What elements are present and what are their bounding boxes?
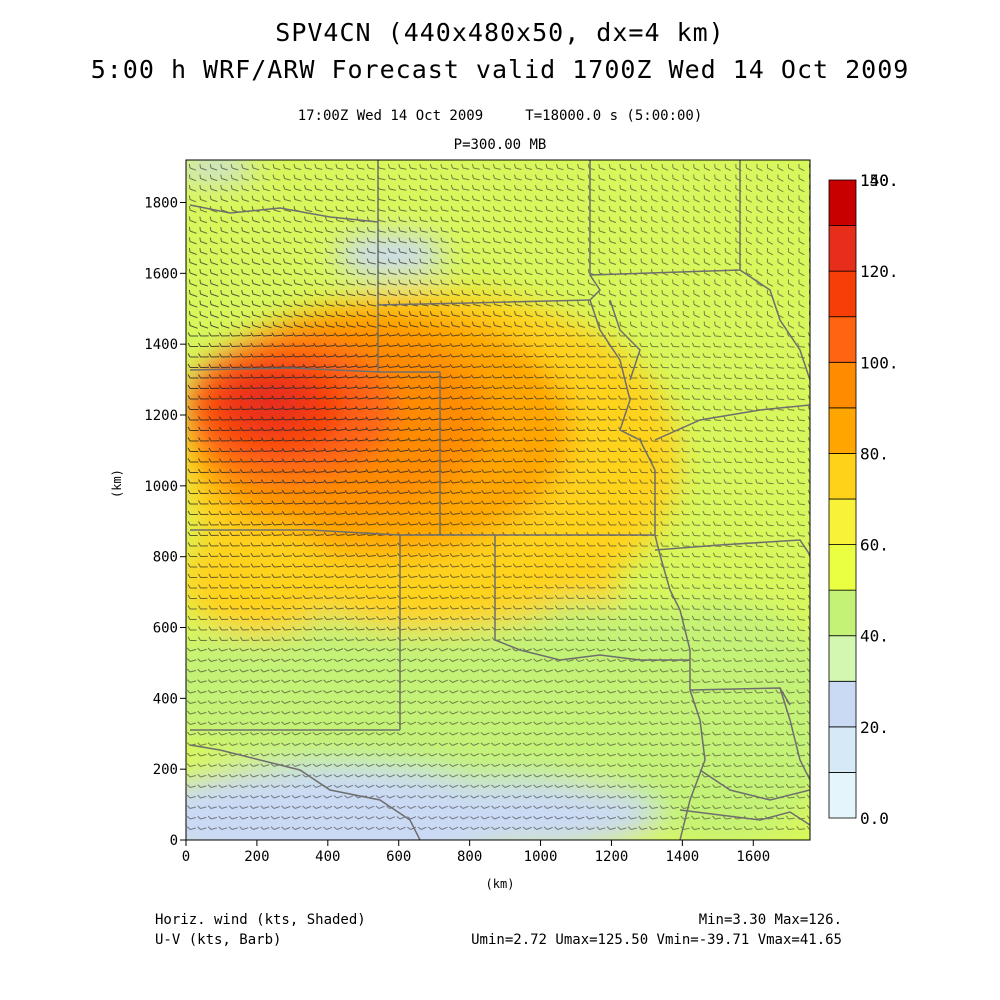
colorbar-segment	[828, 589, 857, 637]
y-tick-label: 200	[153, 762, 178, 778]
y-tick-label: 400	[153, 691, 178, 707]
pressure-level-line: P=300.00 MB	[453, 137, 547, 153]
x-tick-label: 1000	[524, 849, 558, 865]
x-tick-label: 1600	[736, 849, 770, 865]
colorbar-segment	[828, 225, 857, 272]
colorbar-segment	[828, 544, 857, 591]
colorbar-label: 20.	[860, 718, 889, 737]
colorbar-segment	[828, 179, 857, 226]
colorbar-label: 60.	[860, 536, 889, 555]
colorbar-segment	[828, 726, 857, 773]
colorbar-label: 100.	[860, 353, 899, 372]
colorbar-segment	[828, 498, 857, 545]
y-axis: 0 200 400 600 800 1000 1200 1400 1600 1800	[144, 196, 186, 849]
y-axis-label: (km)	[110, 469, 124, 498]
uv-stats: Umin=2.72 Umax=125.50 Vmin=-39.71 Vmax=4…	[471, 932, 842, 948]
colorbar-segment	[828, 407, 857, 454]
colorbar-segment	[828, 361, 857, 409]
shaded-field-description: Horiz. wind (kts, Shaded)	[155, 912, 366, 928]
colorbar-label: 120.	[860, 262, 899, 281]
x-axis: 0 200 400 600 800 1000 1200 1400 1600	[182, 840, 770, 865]
y-tick-label: 800	[153, 550, 178, 566]
y-tick-label: 1400	[144, 337, 178, 353]
x-tick-label: 0	[182, 849, 190, 865]
state-borders	[189, 160, 810, 840]
y-tick-label: 600	[153, 621, 178, 637]
colorbar-label: 80.	[860, 444, 889, 463]
title-line-1: SPV4CN (440x480x50, dx=4 km)	[275, 18, 725, 47]
y-tick-label: 1000	[144, 479, 178, 495]
y-tick-label: 1600	[144, 266, 178, 282]
y-tick-label: 1200	[144, 408, 178, 424]
colorbar-label: 140.	[860, 171, 899, 190]
colorbar-segment	[828, 316, 857, 363]
x-tick-label: 400	[315, 849, 340, 865]
valid-time-line: 17:00Z Wed 14 Oct 2009 T=18000.0 s (5:00…	[297, 108, 703, 124]
colorbar-label: 150.	[860, 171, 899, 190]
wind-speed-field	[186, 160, 810, 840]
colorbar: 0.0 20. 40. 60. 80. 100. 120. 140.150.	[828, 171, 899, 828]
barb-field-description: U-V (kts, Barb)	[155, 932, 282, 948]
x-tick-label: 1200	[595, 849, 629, 865]
min-max-stats: Min=3.30 Max=126.	[698, 912, 842, 928]
x-axis-label: (km)	[485, 877, 515, 891]
title-line-2: 5:00 h WRF/ARW Forecast valid 1700Z Wed …	[90, 55, 910, 84]
colorbar-segment	[828, 680, 857, 728]
x-tick-label: 600	[386, 849, 411, 865]
y-tick-label: 1800	[144, 196, 178, 212]
colorbar-label: 0.0	[860, 809, 889, 828]
x-tick-label: 200	[244, 849, 269, 865]
x-tick-label: 800	[457, 849, 482, 865]
map-frame	[185, 159, 811, 841]
colorbar-segment	[828, 635, 857, 682]
x-tick-label: 1400	[666, 849, 700, 865]
y-tick-label: 0	[170, 833, 178, 849]
colorbar-segment	[828, 270, 857, 318]
colorbar-label: 40.	[860, 627, 889, 646]
colorbar-segment	[828, 772, 857, 819]
colorbar-segment	[828, 453, 857, 500]
